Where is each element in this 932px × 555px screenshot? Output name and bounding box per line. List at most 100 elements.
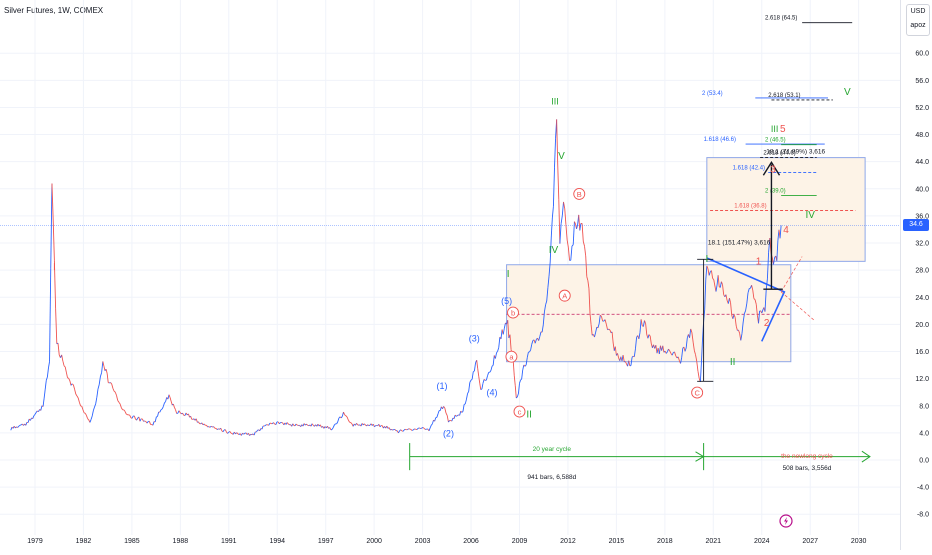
price-segment bbox=[238, 434, 239, 435]
y-tick-label: 48.0 bbox=[915, 132, 929, 139]
price-segment bbox=[93, 407, 94, 410]
price-segment bbox=[565, 209, 566, 225]
y-tick-label: -8.0 bbox=[917, 512, 929, 519]
price-segment bbox=[462, 411, 463, 412]
price-segment bbox=[477, 360, 478, 369]
x-tick-label: 2000 bbox=[366, 538, 382, 545]
price-segment bbox=[76, 394, 77, 396]
price-segment bbox=[114, 391, 115, 392]
wave-label: (5) bbox=[501, 296, 512, 306]
price-segment bbox=[579, 215, 580, 231]
price-segment bbox=[447, 416, 448, 423]
fib-label: 2.618 (53.1) bbox=[768, 93, 800, 99]
price-segment bbox=[490, 371, 491, 373]
x-tick-label: 1982 bbox=[76, 538, 92, 545]
price-segment bbox=[66, 372, 67, 377]
price-segment bbox=[41, 406, 42, 411]
price-segment bbox=[437, 414, 438, 417]
price-segment bbox=[525, 365, 526, 366]
price-segment bbox=[498, 348, 499, 352]
price-segment bbox=[18, 426, 19, 427]
price-segment bbox=[176, 410, 177, 414]
price-segment bbox=[296, 424, 297, 425]
x-tick-label: 2024 bbox=[754, 538, 770, 545]
price-segment bbox=[513, 361, 514, 376]
price-segment bbox=[391, 429, 392, 430]
price-segment bbox=[160, 410, 161, 412]
price-segment bbox=[170, 398, 171, 402]
x-tick-label: 2015 bbox=[609, 538, 625, 545]
y-tick-label: 12.0 bbox=[915, 376, 929, 383]
price-segment bbox=[491, 366, 492, 370]
price-segment bbox=[98, 385, 99, 389]
price-segment bbox=[256, 430, 257, 432]
y-tick-label: 28.0 bbox=[915, 268, 929, 275]
y-tick-label: 24.0 bbox=[915, 295, 929, 302]
price-segment bbox=[413, 429, 414, 430]
x-tick-label: 2030 bbox=[851, 538, 867, 545]
price-segment bbox=[85, 413, 86, 415]
price-segment bbox=[401, 430, 402, 431]
price-segment bbox=[561, 216, 562, 224]
price-segment bbox=[306, 424, 307, 425]
currency-selector[interactable]: USD apoz bbox=[906, 4, 930, 36]
price-segment bbox=[351, 423, 352, 424]
price-segment bbox=[312, 424, 313, 426]
price-segment bbox=[483, 379, 484, 383]
y-tick-label: 60.0 bbox=[915, 51, 929, 58]
x-tick-label: 2006 bbox=[463, 538, 479, 545]
price-segment bbox=[358, 425, 359, 426]
price-segment bbox=[554, 138, 555, 168]
y-tick-label: -4.0 bbox=[917, 485, 929, 492]
price-segment bbox=[339, 417, 340, 418]
wave-label: 3 bbox=[770, 165, 776, 176]
price-segment bbox=[273, 423, 274, 424]
price-segment bbox=[106, 369, 107, 373]
price-segment bbox=[495, 353, 496, 359]
price-segment bbox=[48, 362, 49, 368]
tradingview-logo-icon[interactable] bbox=[779, 514, 793, 528]
price-segment bbox=[158, 412, 159, 416]
wave-label: b bbox=[511, 309, 515, 318]
price-segment bbox=[73, 385, 74, 389]
price-segment bbox=[217, 429, 218, 430]
price-segment bbox=[92, 410, 93, 415]
price-segment bbox=[153, 422, 154, 426]
price-segment bbox=[137, 418, 138, 420]
price-chart[interactable]: 2.618 (64.5)2 (53.4)2.618 (53.1)1.618 (4… bbox=[0, 0, 900, 550]
fib-label: 1.618 (36.8) bbox=[734, 203, 766, 209]
price-segment bbox=[88, 419, 89, 420]
price-segment bbox=[147, 421, 148, 423]
x-tick-label: 1997 bbox=[318, 538, 334, 545]
price-segment bbox=[582, 223, 583, 241]
scale-mode-label: apoz bbox=[907, 19, 929, 33]
price-segment bbox=[395, 429, 396, 430]
price-segment bbox=[26, 422, 27, 425]
wave-label: (4) bbox=[487, 388, 498, 398]
price-segment bbox=[130, 415, 131, 418]
fib-label: 2 (53.4) bbox=[702, 91, 723, 97]
price-segment bbox=[19, 425, 20, 426]
wave-label: III bbox=[771, 124, 779, 134]
price-segment bbox=[346, 416, 347, 417]
price-segment bbox=[424, 428, 425, 429]
price-segment bbox=[254, 432, 255, 435]
price-segment bbox=[77, 396, 78, 398]
price-segment bbox=[118, 401, 119, 403]
price-segment bbox=[521, 379, 522, 380]
price-segment bbox=[134, 416, 135, 419]
price-segment bbox=[417, 428, 418, 429]
wave-label: c bbox=[518, 408, 522, 417]
price-segment bbox=[338, 418, 339, 422]
price-segment bbox=[164, 402, 165, 403]
price-segment bbox=[430, 425, 431, 428]
price-segment bbox=[102, 361, 103, 372]
price-segment bbox=[117, 396, 118, 401]
price-segment bbox=[466, 394, 467, 400]
price-segment bbox=[357, 423, 358, 424]
price-segment bbox=[333, 425, 334, 428]
price-segment bbox=[78, 398, 79, 402]
currency-label: USD bbox=[907, 5, 929, 19]
